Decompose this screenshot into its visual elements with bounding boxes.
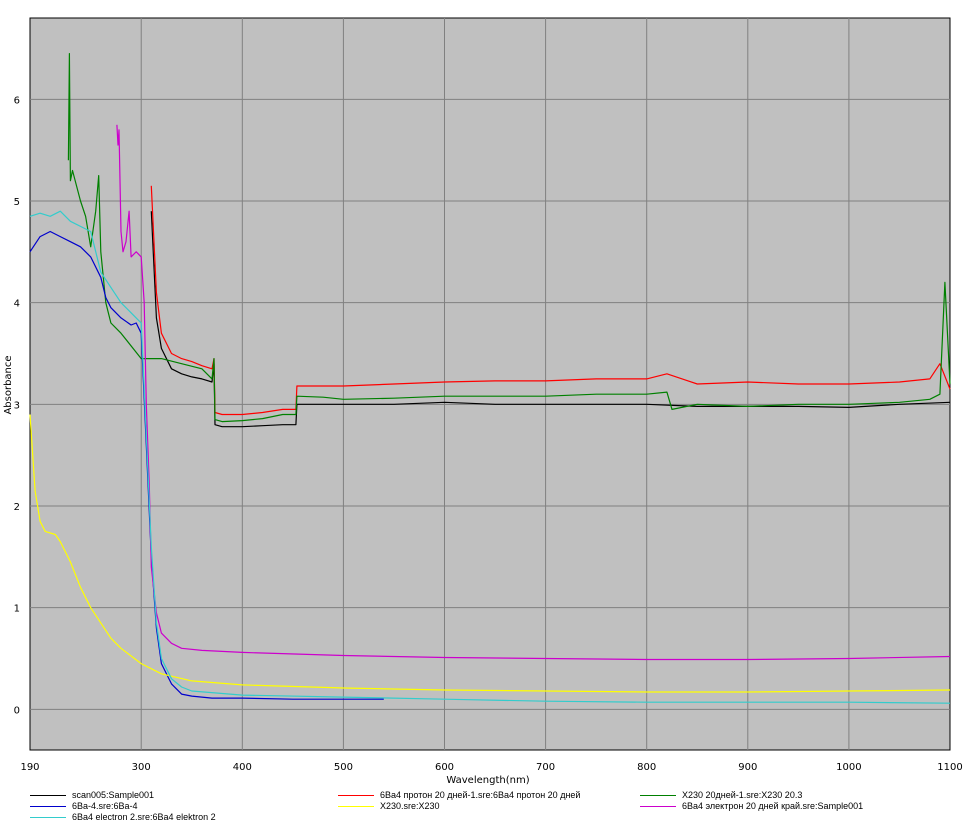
y-tick-label: 3	[14, 400, 20, 411]
y-tick-label: 0	[14, 705, 20, 716]
series-lines	[29, 52, 951, 704]
legend-label: 6Ва4 electron 2.sre:6Ва4 elektron 2	[72, 812, 216, 822]
legend-item: 6Ва4 протон 20 дней-1.sre:6Ва4 протон 20…	[338, 790, 580, 800]
x-tick-label: 800	[637, 762, 656, 773]
legend-swatch	[640, 806, 676, 808]
legend-item: scan005:Sample001	[30, 790, 154, 800]
series-line-7	[29, 210, 951, 704]
x-tick-label: 190	[20, 762, 39, 773]
y-tick-label: 5	[14, 197, 20, 208]
x-tick-label: 400	[233, 762, 252, 773]
x-tick-label: 500	[334, 762, 353, 773]
legend: scan005:Sample001 6Ва4 протон 20 дней-1.s…	[0, 790, 971, 830]
series-line-5	[29, 414, 951, 693]
legend-item: 6Ва4 электрон 20 дней край.sre:Sample001	[640, 801, 863, 811]
x-tick-label: 1100	[937, 762, 962, 773]
legend-swatch	[338, 806, 374, 808]
x-tick-label: 1000	[836, 762, 861, 773]
legend-item: X230.sre:X230	[338, 801, 440, 811]
x-tick-label: 600	[435, 762, 454, 773]
x-tick-label: 900	[738, 762, 757, 773]
x-tick-label: 700	[536, 762, 555, 773]
legend-label: 6Ва4 электрон 20 дней край.sre:Sample001	[682, 801, 864, 811]
y-tick-label: 4	[14, 299, 20, 310]
legend-item: 6Ва-4.sre:6Ва-4	[30, 801, 138, 811]
x-axis-label: Wavelength(nm)	[446, 775, 529, 786]
series-line-2	[150, 185, 951, 416]
legend-swatch	[30, 795, 66, 797]
series-line-4	[29, 230, 384, 700]
legend-swatch	[640, 795, 676, 797]
legend-item: 6Ва4 electron 2.sre:6Ва4 elektron 2	[30, 812, 216, 822]
legend-label: scan005:Sample001	[72, 790, 155, 800]
legend-label: 6Ва-4.sre:6Ва-4	[72, 801, 138, 811]
grid	[30, 18, 950, 750]
tick-labels: 190 300 400 500 600 700 800 900 1000 1100 0 1 2 3 4 5 6	[14, 95, 963, 773]
legend-swatch	[30, 806, 66, 808]
legend-item: X230 20дней-1.sre:X230 20.3	[640, 790, 802, 800]
y-tick-label: 6	[14, 95, 20, 106]
legend-label: 6Ва4 протон 20 дней-1.sre:6Ва4 протон 20…	[380, 790, 581, 800]
legend-swatch	[338, 795, 374, 797]
series-line-6	[116, 124, 951, 661]
y-axis-label: Absorbance	[3, 355, 14, 414]
series-line-3	[67, 52, 951, 423]
legend-label: X230.sre:X230	[380, 801, 440, 811]
y-tick-label: 2	[14, 502, 20, 513]
legend-swatch	[30, 817, 66, 819]
legend-label: X230 20дней-1.sre:X230 20.3	[682, 790, 803, 800]
x-tick-label: 300	[132, 762, 151, 773]
y-tick-label: 1	[14, 604, 20, 615]
